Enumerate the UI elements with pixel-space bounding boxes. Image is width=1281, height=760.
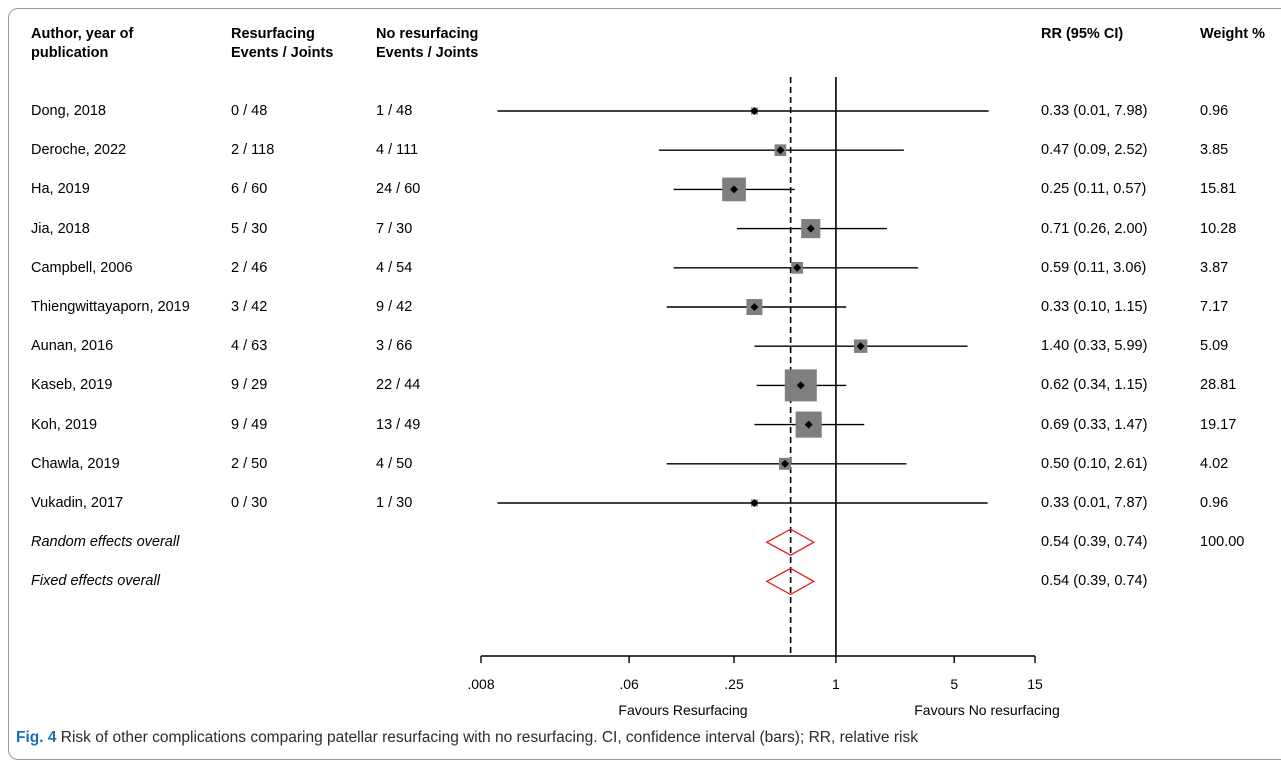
weight-value: 28.81: [1200, 377, 1237, 394]
overall-rr-ci-value: 0.54 (0.39, 0.74): [1041, 573, 1148, 590]
resurfacing-events: 4 / 63: [231, 338, 268, 355]
weight-value: 15.81: [1200, 181, 1237, 198]
header-resurfacing: Resurfacing Events / Joints: [231, 26, 334, 61]
resurfacing-events: 0 / 48: [231, 103, 268, 119]
study-label: Ha, 2019: [31, 181, 90, 198]
caption-label: Fig. 4: [16, 729, 57, 746]
figure-caption: Fig. 4 Risk of other complications compa…: [16, 729, 918, 747]
rr-ci-value: 0.71 (0.26, 2.00): [1041, 220, 1148, 237]
overall-diamond: [765, 528, 816, 556]
rr-ci-value: 0.47 (0.09, 2.52): [1041, 142, 1148, 159]
point-estimate: [776, 146, 785, 155]
header-study: Author, year of publication: [31, 26, 134, 61]
resurfacing-events: 0 / 30: [231, 495, 268, 511]
rr-ci-value: 0.50 (0.10, 2.61): [1041, 455, 1148, 472]
rr-ci-value: 0.25 (0.11, 0.57): [1041, 181, 1147, 198]
study-label: Vukadin, 2017: [31, 495, 124, 511]
x-tick-label: .008: [467, 676, 494, 692]
header-no-resurfacing: No resurfacing Events / Joints: [376, 26, 479, 61]
point-estimate: [780, 459, 789, 468]
point-estimate: [730, 185, 739, 194]
weight-value: 0.96: [1200, 495, 1229, 511]
no-resurfacing-events: 4 / 111: [376, 142, 419, 159]
study-label: Thiengwittayaporn, 2019: [31, 299, 190, 315]
rr-ci-value: 0.33 (0.10, 1.15): [1041, 299, 1148, 315]
rr-ci-value: 0.33 (0.01, 7.98): [1041, 103, 1148, 119]
weight-value: 7.17: [1200, 299, 1229, 315]
no-resurfacing-events: 9 / 42: [376, 299, 413, 315]
resurfacing-events: 9 / 49: [231, 416, 268, 433]
rr-ci-value: 0.69 (0.33, 1.47): [1041, 416, 1148, 433]
no-resurfacing-events: 24 / 60: [376, 181, 421, 198]
resurfacing-events: 2 / 46: [231, 259, 268, 276]
resurfacing-events: 3 / 42: [231, 299, 268, 315]
no-resurfacing-events: 1 / 48: [376, 103, 413, 119]
study-label: Aunan, 2016: [31, 338, 114, 355]
rr-ci-value: 0.59 (0.11, 3.06): [1041, 259, 1147, 276]
point-estimate: [796, 381, 805, 390]
study-label: Koh, 2019: [31, 416, 98, 433]
no-resurfacing-events: 4 / 54: [376, 259, 413, 276]
point-estimate: [856, 342, 865, 351]
weight-value: 5.09: [1200, 338, 1229, 355]
resurfacing-events: 9 / 29: [231, 377, 268, 394]
point-estimate: [750, 107, 759, 115]
overall-weight-value: 100.00: [1200, 534, 1245, 551]
point-estimate: [750, 303, 759, 311]
x-tick-label: 5: [950, 676, 958, 692]
study-label: Jia, 2018: [31, 220, 90, 237]
caption-text: Risk of other complications comparing pa…: [60, 729, 918, 746]
study-label: Deroche, 2022: [31, 142, 127, 159]
weight-value: 0.96: [1200, 103, 1229, 119]
overall-label: Random effects overall: [31, 534, 180, 551]
overall-label: Fixed effects overall: [31, 573, 160, 590]
study-label: Kaseb, 2019: [31, 377, 113, 394]
rr-ci-value: 1.40 (0.33, 5.99): [1041, 338, 1148, 355]
study-label: Chawla, 2019: [31, 455, 120, 472]
no-resurfacing-events: 4 / 50: [376, 455, 413, 472]
x-label-left: Favours Resurfacing: [618, 702, 747, 718]
weight-value: 3.87: [1200, 259, 1229, 276]
weight-value: 3.85: [1200, 142, 1229, 159]
study-label: Dong, 2018: [31, 103, 106, 119]
point-estimate: [806, 224, 815, 233]
x-tick-label: 1: [832, 676, 840, 692]
x-label-right: Favours No resurfacing: [914, 702, 1060, 718]
point-estimate: [804, 420, 813, 429]
resurfacing-events: 6 / 60: [231, 181, 268, 198]
weight-value: 10.28: [1200, 220, 1237, 237]
no-resurfacing-events: 13 / 49: [376, 416, 421, 433]
resurfacing-events: 2 / 50: [231, 455, 268, 472]
x-tick-label: .06: [619, 676, 639, 692]
study-label: Campbell, 2006: [31, 259, 133, 276]
weight-value: 19.17: [1200, 416, 1237, 433]
overall-rr-ci-value: 0.54 (0.39, 0.74): [1041, 534, 1148, 551]
header-weight: Weight %: [1200, 26, 1265, 42]
no-resurfacing-events: 7 / 30: [376, 220, 413, 237]
x-tick-label: .25: [724, 676, 744, 692]
point-estimate: [793, 263, 802, 272]
rr-ci-value: 0.62 (0.34, 1.15): [1041, 377, 1148, 394]
no-resurfacing-events: 1 / 30: [376, 495, 413, 511]
overall-diamond: [765, 567, 816, 596]
weight-value: 4.02: [1200, 455, 1229, 472]
header-rr: RR (95% CI): [1041, 26, 1124, 42]
point-estimate: [750, 499, 759, 507]
resurfacing-events: 5 / 30: [231, 220, 268, 237]
no-resurfacing-events: 3 / 66: [376, 338, 413, 355]
resurfacing-events: 2 / 118: [231, 142, 275, 159]
rr-ci-value: 0.33 (0.01, 7.87): [1041, 495, 1148, 511]
no-resurfacing-events: 22 / 44: [376, 377, 421, 394]
x-tick-label: 15: [1027, 676, 1043, 692]
